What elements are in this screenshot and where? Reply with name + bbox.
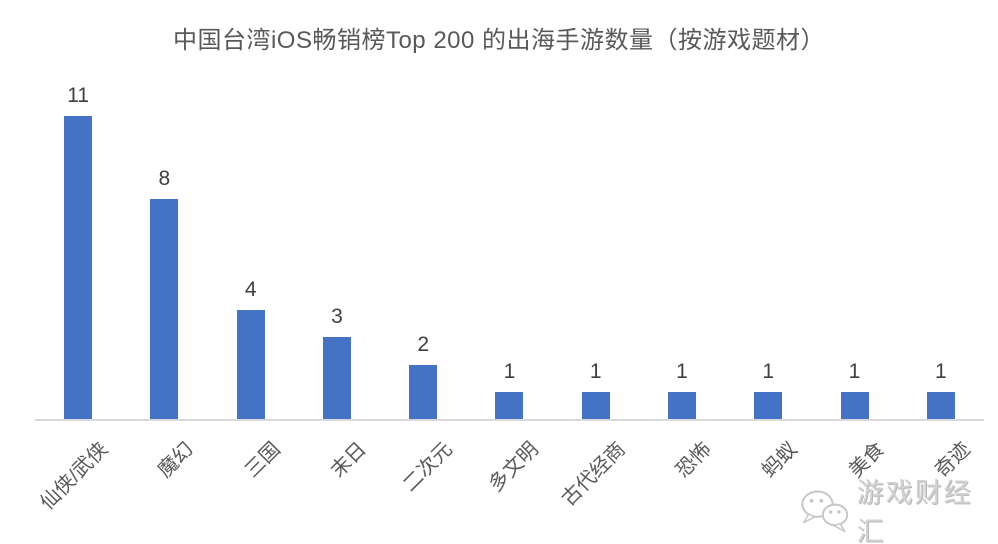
category-label: 末日 xyxy=(326,438,371,483)
bar-value-label: 1 xyxy=(676,360,688,384)
bar xyxy=(754,392,783,420)
bar-value-label: 1 xyxy=(848,360,861,384)
watermark: 游戏财经汇 xyxy=(797,471,998,544)
bar-value-label: 1 xyxy=(762,360,775,384)
bar-slot: 1 多文明 xyxy=(466,82,552,496)
bar-value-label: 1 xyxy=(503,360,516,384)
bar xyxy=(236,309,265,420)
bar-value-label: 11 xyxy=(67,84,90,108)
bar-slot: 4 三国 xyxy=(208,82,294,482)
bar-value-label: 8 xyxy=(158,167,171,191)
bar xyxy=(667,392,696,420)
bar xyxy=(150,199,179,420)
wechat-icon xyxy=(801,490,849,532)
category-label: 多文明 xyxy=(485,438,544,497)
bar-slot: 1 恐怖 xyxy=(639,82,725,482)
category-label: 三国 xyxy=(240,438,285,483)
bar xyxy=(840,392,869,420)
bar-value-label: 3 xyxy=(331,305,343,329)
bar-value-label: 2 xyxy=(417,332,430,356)
category-label: 恐怖 xyxy=(671,438,716,483)
bar xyxy=(64,116,93,420)
bar-slot: 1 蚂蚁 xyxy=(725,82,811,482)
bar-slot: 2 二次元 xyxy=(380,82,466,496)
bars-container: 11 仙侠/武侠 8 魔幻 4 三国 3 末日 2 二次元 1 多文明 1 古代经商 1 恐怖 1 蚂蚁 1 美食 1 奇… xyxy=(35,82,984,514)
x-axis-line xyxy=(35,419,984,421)
bar-value-label: 1 xyxy=(934,360,947,384)
category-label: 古代经商 xyxy=(557,438,630,511)
bar-value-label: 4 xyxy=(244,277,257,301)
chart-title: 中国台湾iOS畅销榜Top 200 的出海手游数量（按游戏题材） xyxy=(172,27,826,54)
bar-slot: 1 古代经商 xyxy=(553,82,639,510)
bar-slot: 3 末日 xyxy=(294,82,380,482)
plot-area: 11 仙侠/武侠 8 魔幻 4 三国 3 末日 2 二次元 1 多文明 1 古代经商 1 恐怖 1 蚂蚁 1 美食 1 奇… xyxy=(35,82,984,514)
bar xyxy=(409,364,438,420)
category-label: 二次元 xyxy=(399,438,458,497)
bar-slot: 11 仙侠/武侠 xyxy=(35,82,121,514)
category-label: 蚂蚁 xyxy=(758,438,803,483)
bar-slot: 8 魔幻 xyxy=(121,82,207,482)
category-label: 仙侠/武侠 xyxy=(35,438,112,515)
bar-slot: 1 奇迹 xyxy=(898,82,984,482)
category-label: 魔幻 xyxy=(154,438,199,483)
bar-slot: 1 美食 xyxy=(811,82,897,482)
bar-value-label: 1 xyxy=(589,360,602,384)
watermark-text: 游戏财经汇 xyxy=(856,478,973,544)
bar xyxy=(495,392,524,420)
bar xyxy=(926,392,955,420)
bar xyxy=(322,337,351,420)
bar xyxy=(581,392,610,420)
